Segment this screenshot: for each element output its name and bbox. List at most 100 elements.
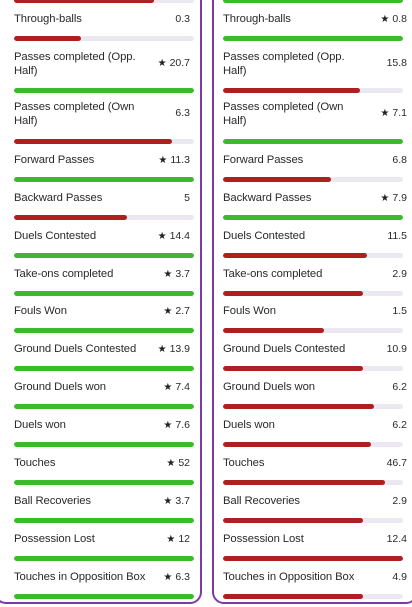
stat-bar-fill	[223, 404, 375, 409]
stat-bar	[14, 88, 194, 93]
stat-value: ★ 12	[166, 532, 190, 547]
stat-label: Ball Recoveries	[14, 495, 91, 507]
stat-label: Ground Duels won	[14, 381, 106, 393]
stat-value: 11.5	[387, 229, 407, 243]
stat-value-text: 3.7	[175, 268, 190, 280]
stat-bar	[223, 177, 403, 182]
stat-bar-fill	[14, 88, 194, 93]
stat-bar-fill	[223, 177, 331, 182]
star-icon: ★	[163, 420, 173, 431]
stat-bar-partial	[223, 0, 403, 3]
stat-value: ★ 20.7	[158, 56, 190, 71]
stat-label: Possession Lost	[14, 533, 95, 545]
stat-label: Touches	[223, 457, 265, 469]
stat-value: 5	[184, 191, 190, 205]
stat-value-text: 0.8	[392, 13, 407, 25]
star-icon: ★	[380, 193, 390, 204]
star-icon: ★	[163, 382, 173, 393]
stat-label: Passes completed (Opp. Half)	[223, 51, 345, 77]
stat-bar	[223, 480, 403, 485]
stat-bar	[223, 253, 403, 258]
stat-value-text: 4.9	[392, 571, 407, 583]
stat-bar	[14, 480, 194, 485]
stat-bar	[14, 556, 194, 561]
stat-bar-fill	[223, 36, 403, 41]
stat-bar-fill	[223, 594, 364, 599]
stat-bar-fill	[223, 480, 385, 485]
star-icon: ★	[166, 458, 176, 469]
stat-bar	[223, 594, 403, 599]
stat-bar-partial	[14, 0, 194, 3]
stat-value-text: 52	[178, 457, 190, 469]
stat-value-text: 6.8	[392, 154, 407, 166]
stat-bar-fill	[223, 0, 403, 3]
stat-bar	[14, 404, 194, 409]
stat-value-text: 11.5	[387, 230, 407, 242]
stat-label: Touches	[14, 457, 56, 469]
stat-value: 10.9	[387, 342, 407, 356]
stat-bar-fill	[223, 442, 371, 447]
player-stats-panel-left: Through-balls 0.3 Passes completed (Opp. H…	[0, 0, 202, 604]
stat-value: 6.3	[175, 106, 190, 120]
stat-bar-fill	[14, 139, 173, 144]
stat-bar-fill	[14, 36, 81, 41]
stat-label: Fouls Won	[223, 305, 276, 317]
stat-label: Fouls Won	[14, 305, 67, 317]
stat-bar	[223, 139, 403, 144]
stat-value-text: 7.9	[392, 192, 407, 204]
stat-bar-fill	[14, 518, 194, 523]
stat-value: ★ 52	[166, 456, 190, 471]
stat-bar-fill	[14, 442, 194, 447]
stat-value: ★ 11.3	[158, 153, 190, 168]
stat-label: Touches in Opposition Box	[223, 571, 355, 583]
stat-value-text: 11.3	[170, 154, 190, 166]
stat-bar	[223, 88, 403, 93]
stat-value-text: 5	[184, 192, 190, 204]
star-icon: ★	[163, 496, 173, 507]
stat-value: 6.2	[392, 418, 407, 432]
stat-value: ★ 6.3	[163, 570, 190, 585]
stat-value-text: 46.7	[386, 457, 407, 469]
stat-label: Through-balls	[223, 13, 291, 25]
stat-label: Duels Contested	[223, 230, 306, 242]
stat-bar	[14, 328, 194, 333]
stat-label: Backward Passes	[223, 192, 312, 204]
star-icon: ★	[157, 344, 167, 355]
stat-bar	[14, 36, 194, 41]
stat-bar	[14, 594, 194, 599]
stat-bar-fill	[223, 139, 403, 144]
stat-value: 2.9	[392, 267, 407, 281]
stat-value: ★ 3.7	[163, 267, 190, 282]
stat-value-text: 6.2	[392, 381, 407, 393]
stat-bar	[14, 253, 194, 258]
stat-label: Ball Recoveries	[223, 495, 300, 507]
stat-bar-fill	[223, 556, 403, 561]
stat-value: 15.8	[387, 56, 407, 70]
stat-label: Take-ons completed	[223, 268, 323, 280]
stat-label: Ground Duels Contested	[14, 343, 137, 355]
stat-bar-fill	[14, 366, 194, 371]
stat-label: Passes completed (Opp. Half)	[14, 51, 136, 77]
stat-value: 1.5	[392, 304, 407, 318]
star-icon: ★	[166, 534, 176, 545]
stat-value-text: 2.7	[175, 305, 190, 317]
stat-bar	[223, 291, 403, 296]
stat-bar	[223, 36, 403, 41]
stat-value-text: 7.6	[175, 419, 190, 431]
stat-label: Duels won	[223, 419, 275, 431]
stat-value-text: 12.4	[386, 533, 407, 545]
stat-bar	[14, 442, 194, 447]
stat-value: 0.3	[175, 12, 190, 26]
stat-bar-fill	[14, 253, 194, 258]
stat-bar	[223, 215, 403, 220]
stat-value-text: 6.2	[392, 419, 407, 431]
stat-bar	[223, 556, 403, 561]
stat-value: 4.9	[392, 570, 407, 584]
stat-value: 2.9	[392, 494, 407, 508]
stat-bar-fill	[223, 253, 367, 258]
stat-value-text: 15.8	[386, 57, 407, 69]
stat-bar-fill	[14, 594, 194, 599]
stat-label: Passes completed (Own Half)	[223, 101, 344, 127]
stat-bar-fill	[14, 177, 194, 182]
stat-bar	[223, 442, 403, 447]
